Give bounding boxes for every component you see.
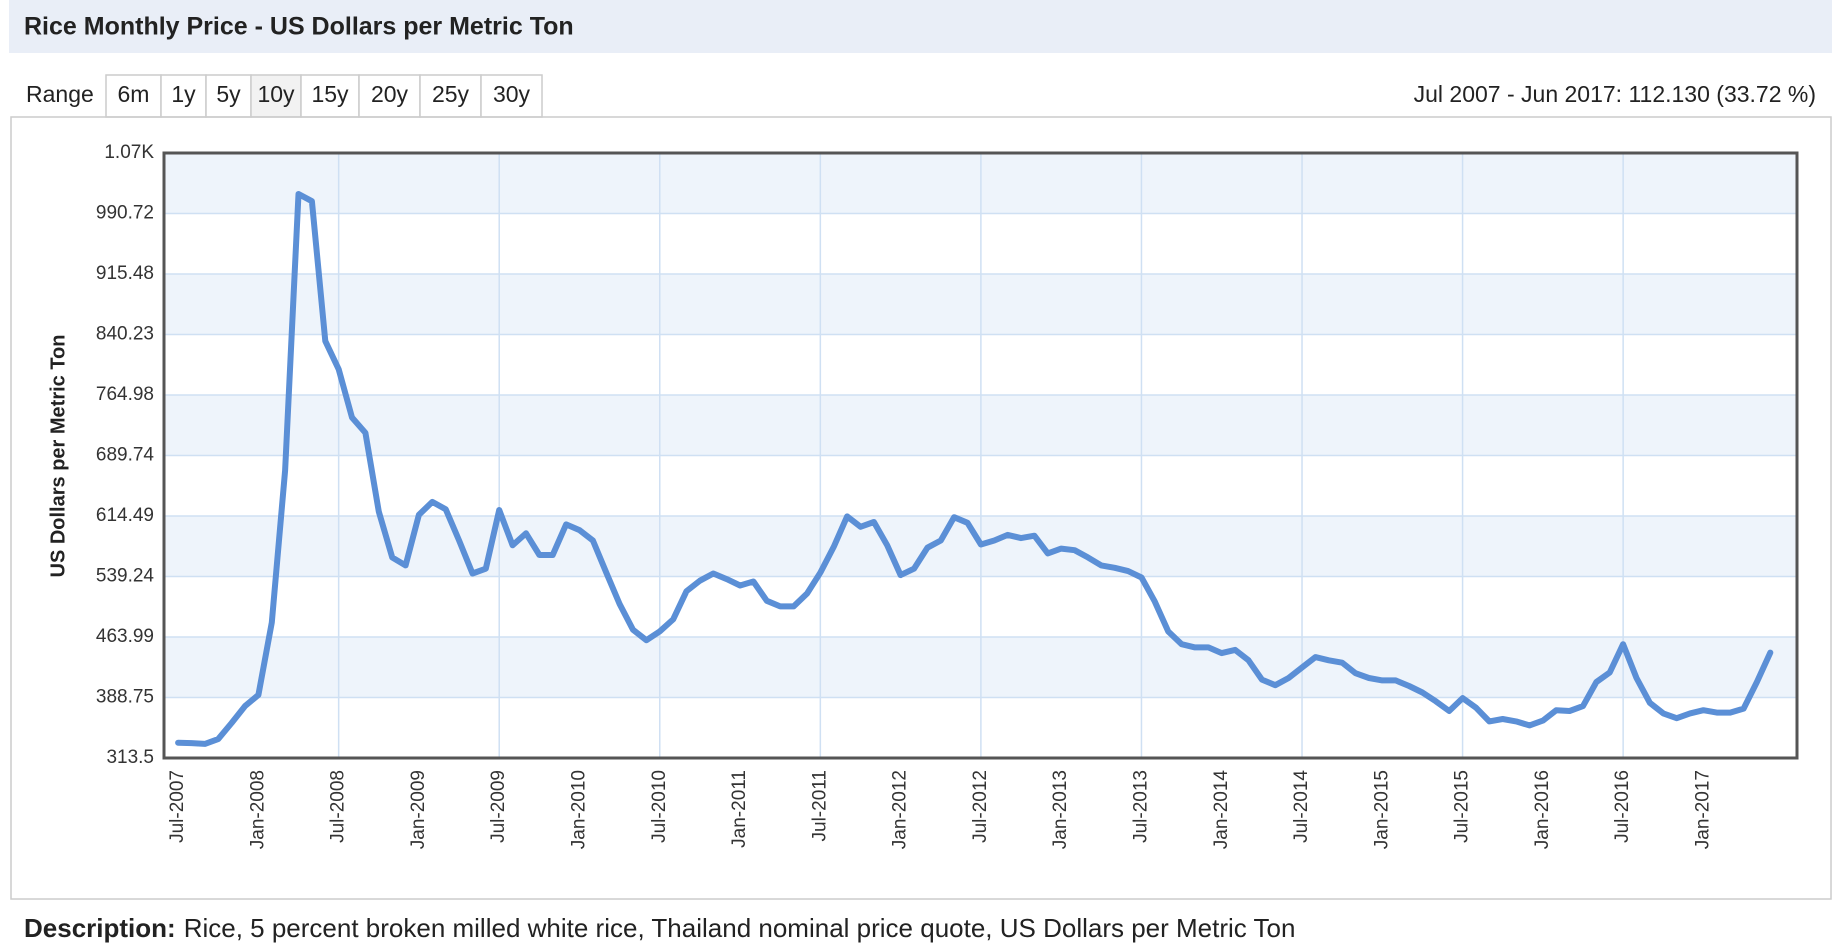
y-tick-label: 1.07K xyxy=(104,142,154,163)
range-button[interactable]: 20y xyxy=(358,74,421,118)
x-tick-label: Jul-2016 xyxy=(1612,770,1633,843)
y-axis-title: US Dollars per Metric Ton xyxy=(47,334,69,577)
title-bar xyxy=(9,0,1832,53)
range-button[interactable]: 25y xyxy=(419,74,482,118)
x-tick-label: Jul-2009 xyxy=(488,770,509,843)
range-button-label[interactable]: 1y xyxy=(171,81,196,107)
range-button[interactable]: 5y xyxy=(205,74,252,118)
x-tick-label: Jan-2008 xyxy=(247,770,268,849)
plot-border xyxy=(162,151,1799,760)
y-tick-label: 388.75 xyxy=(96,687,154,708)
range-button[interactable]: 15y xyxy=(300,74,360,118)
chart-frame xyxy=(10,116,1832,900)
range-button-box[interactable] xyxy=(480,74,543,118)
range-button-label[interactable]: 6m xyxy=(118,81,150,107)
y-tick-label: 463.99 xyxy=(96,626,154,647)
range-button-label[interactable]: 20y xyxy=(371,81,409,107)
x-tick-label: Jul-2012 xyxy=(970,770,991,843)
range-label: Range xyxy=(26,81,94,107)
y-tick-label: 840.23 xyxy=(96,324,154,345)
description: Description: Rice, 5 percent broken mille… xyxy=(24,913,1295,943)
range-button-box[interactable] xyxy=(105,74,162,118)
y-tick-label: 539.24 xyxy=(96,566,155,587)
x-tick-label: Jan-2013 xyxy=(1050,770,1071,849)
x-tick-label: Jul-2008 xyxy=(328,770,349,843)
y-tick-label: 764.98 xyxy=(96,384,154,405)
y-tick-label: 915.48 xyxy=(96,263,154,284)
x-tick-label: Jan-2009 xyxy=(408,770,429,849)
range-button-label[interactable]: 5y xyxy=(216,81,241,107)
page-title: Rice Monthly Price - US Dollars per Metr… xyxy=(24,13,574,41)
range-button-label[interactable]: 30y xyxy=(493,81,531,107)
range-button[interactable]: 6m xyxy=(105,74,162,118)
range-buttons: 6m 1y 5y 10y 15y 20y 25y 30y xyxy=(105,74,543,118)
x-tick-label: Jan-2011 xyxy=(729,770,750,848)
x-tick-label: Jan-2015 xyxy=(1371,770,1392,849)
x-tick-label: Jul-2013 xyxy=(1130,770,1151,843)
x-tick-label: Jan-2012 xyxy=(890,770,911,849)
x-tick-label: Jan-2016 xyxy=(1532,770,1553,849)
description-text: Rice, 5 percent broken milled white rice… xyxy=(184,913,1296,943)
range-button[interactable]: 1y xyxy=(160,74,207,118)
y-tick-label: 313.5 xyxy=(106,747,154,768)
description-label: Description: xyxy=(24,913,176,943)
x-tick-label: Jul-2011 xyxy=(809,770,830,841)
chart: 313.5 388.75 463.99 539.24 614.49 689.74 764.9… xyxy=(47,142,1799,850)
range-button-box[interactable] xyxy=(160,74,207,118)
y-tick-label: 689.74 xyxy=(96,445,155,466)
x-tick-label: Jul-2014 xyxy=(1291,770,1312,843)
data-line xyxy=(175,191,1774,747)
range-button-label[interactable]: 15y xyxy=(311,81,349,107)
range-button-label[interactable]: 10y xyxy=(257,81,295,107)
range-button[interactable]: 10y xyxy=(250,74,302,118)
x-tick-label: Jan-2010 xyxy=(569,770,590,849)
range-button-box[interactable] xyxy=(205,74,252,118)
y-tick-label: 990.72 xyxy=(96,203,154,224)
x-tick-label: Jan-2017 xyxy=(1692,770,1713,849)
x-tick-label: Jul-2015 xyxy=(1452,770,1473,843)
x-tick-label: Jul-2010 xyxy=(649,770,670,843)
range-summary: Jul 2007 - Jun 2017: 112.130 (33.72 %) xyxy=(1414,81,1816,107)
y-tick-label: 614.49 xyxy=(96,505,154,526)
range-button[interactable]: 30y xyxy=(480,74,543,118)
range-button-label[interactable]: 25y xyxy=(432,81,470,107)
x-tick-label: Jul-2007 xyxy=(167,770,188,843)
x-tick-label: Jan-2014 xyxy=(1211,770,1232,850)
